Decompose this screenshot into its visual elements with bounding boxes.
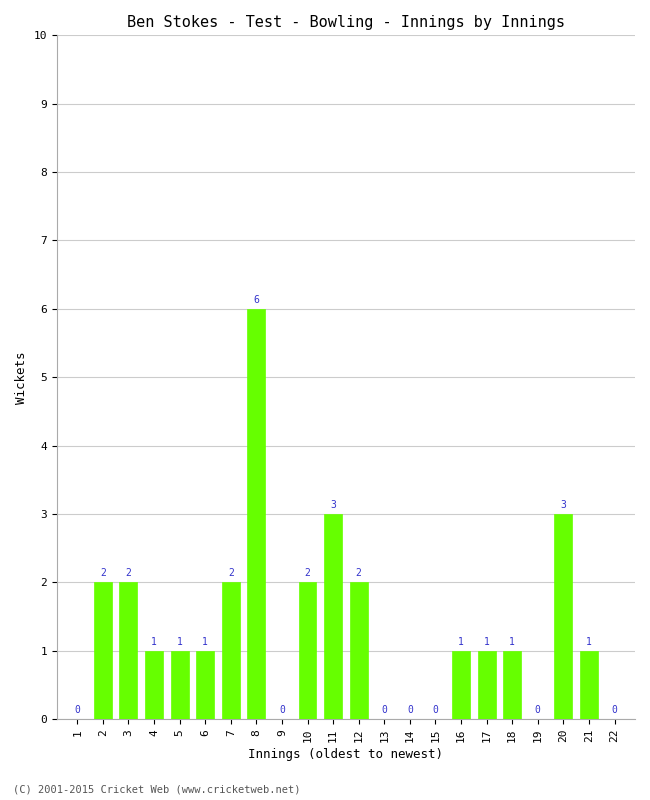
Text: 1: 1 xyxy=(458,637,464,646)
Text: 3: 3 xyxy=(560,500,566,510)
Text: 0: 0 xyxy=(74,705,80,715)
Text: 1: 1 xyxy=(151,637,157,646)
Bar xyxy=(94,582,112,719)
Y-axis label: Wickets: Wickets xyxy=(15,351,28,403)
Bar xyxy=(222,582,240,719)
Bar xyxy=(350,582,368,719)
Text: 3: 3 xyxy=(330,500,336,510)
Text: 2: 2 xyxy=(125,568,131,578)
Bar xyxy=(503,651,521,719)
Text: 1: 1 xyxy=(484,637,489,646)
Bar xyxy=(478,651,495,719)
Bar xyxy=(324,514,342,719)
Text: 2: 2 xyxy=(305,568,311,578)
Text: 1: 1 xyxy=(509,637,515,646)
Text: 0: 0 xyxy=(432,705,438,715)
X-axis label: Innings (oldest to newest): Innings (oldest to newest) xyxy=(248,748,443,761)
Bar xyxy=(298,582,317,719)
Text: 2: 2 xyxy=(227,568,234,578)
Text: 6: 6 xyxy=(254,294,259,305)
Text: 0: 0 xyxy=(279,705,285,715)
Text: 0: 0 xyxy=(407,705,413,715)
Bar xyxy=(452,651,470,719)
Text: 0: 0 xyxy=(382,705,387,715)
Bar xyxy=(554,514,572,719)
Bar xyxy=(145,651,163,719)
Bar xyxy=(171,651,188,719)
Title: Ben Stokes - Test - Bowling - Innings by Innings: Ben Stokes - Test - Bowling - Innings by… xyxy=(127,15,565,30)
Text: 1: 1 xyxy=(202,637,208,646)
Text: 0: 0 xyxy=(535,705,541,715)
Text: (C) 2001-2015 Cricket Web (www.cricketweb.net): (C) 2001-2015 Cricket Web (www.cricketwe… xyxy=(13,784,300,794)
Bar xyxy=(580,651,598,719)
Bar xyxy=(120,582,137,719)
Text: 1: 1 xyxy=(177,637,183,646)
Text: 2: 2 xyxy=(356,568,361,578)
Text: 2: 2 xyxy=(100,568,106,578)
Text: 1: 1 xyxy=(586,637,592,646)
Bar xyxy=(196,651,214,719)
Bar xyxy=(248,309,265,719)
Text: 0: 0 xyxy=(612,705,618,715)
